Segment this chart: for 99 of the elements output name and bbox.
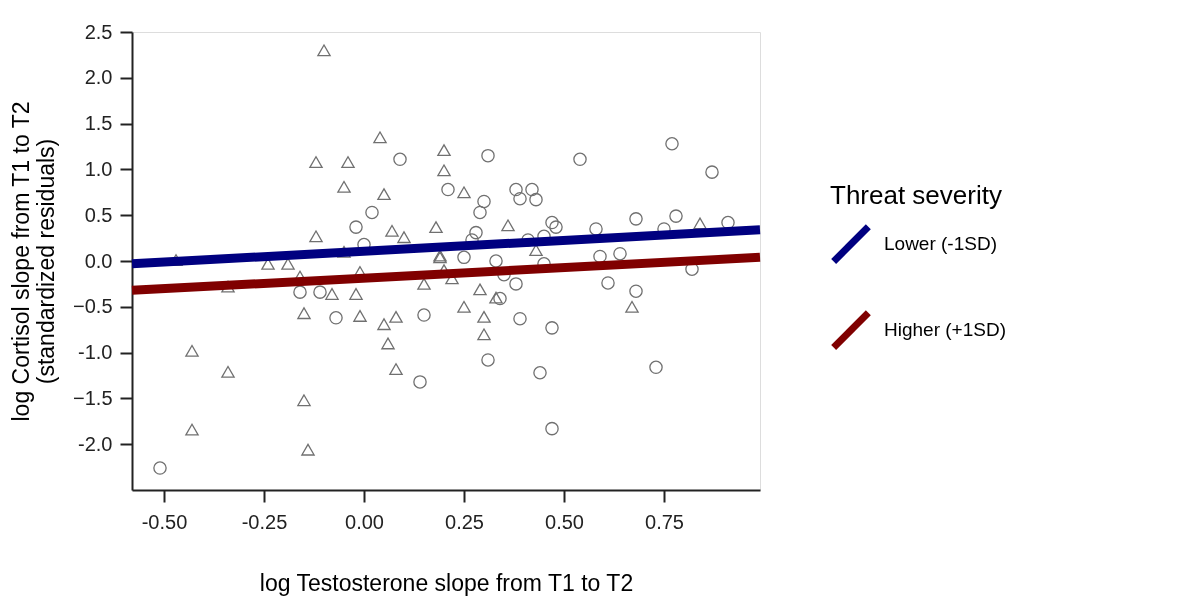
point: [437, 144, 451, 157]
point: [457, 300, 471, 313]
point: [389, 310, 403, 323]
legend-label: Lower (-1SD): [884, 233, 997, 255]
point: [309, 230, 323, 243]
point: [337, 180, 351, 193]
point: [477, 310, 491, 323]
point: [457, 250, 471, 265]
point: [629, 212, 643, 226]
point: [489, 254, 503, 268]
point: [393, 152, 407, 167]
y-tick-label: 2.5: [84, 20, 113, 43]
point: [365, 205, 379, 220]
point: [397, 231, 411, 244]
point: [185, 344, 199, 357]
y-tick-label: 2.0: [84, 66, 113, 89]
y-tick-label: 0.5: [84, 203, 113, 226]
point: [413, 375, 427, 389]
point: [329, 311, 343, 325]
point: [529, 192, 543, 207]
legend-title: Threat severity: [830, 180, 1002, 211]
point: [417, 308, 431, 322]
point: [317, 44, 331, 57]
point: [353, 310, 367, 322]
point: [573, 152, 587, 167]
y-axis-title: log Cortisol slope from T1 to T2 (standardized residuals): [8, 101, 60, 422]
point: [325, 288, 339, 300]
point: [545, 215, 559, 230]
point: [693, 217, 707, 230]
point: [377, 318, 391, 331]
point: [293, 285, 307, 299]
point: [593, 249, 607, 264]
point: [513, 311, 527, 326]
y-tick-label: 1.0: [84, 157, 113, 180]
point: [381, 337, 395, 350]
x-tick-label: -0.25: [241, 510, 288, 533]
point: [301, 443, 315, 456]
point: [477, 194, 491, 209]
x-axis-title: log Testosterone slope from T1 to T2: [259, 569, 634, 596]
point: [417, 277, 431, 290]
point: [721, 215, 735, 230]
y-tick-label: -2.0: [78, 432, 113, 455]
point: [473, 205, 487, 220]
point: [513, 191, 527, 206]
point: [377, 188, 391, 201]
point: [373, 131, 387, 144]
point: [589, 222, 603, 236]
point: [469, 225, 483, 240]
point: [629, 284, 643, 298]
point: [669, 209, 683, 223]
point: [545, 421, 559, 436]
point: [549, 220, 563, 234]
point: [349, 220, 363, 234]
point: [493, 291, 507, 306]
x-tick-label: 0.25: [445, 510, 484, 533]
point: [481, 353, 495, 367]
point: [601, 276, 615, 290]
point: [509, 277, 523, 291]
point: [613, 246, 627, 261]
point: [509, 182, 523, 197]
y-tick-label: 0.0: [84, 249, 113, 272]
point: [437, 164, 451, 177]
point: [185, 423, 199, 436]
point: [481, 148, 495, 163]
x-tick-label: -0.50: [141, 510, 188, 533]
y-tick-label: −1.5: [73, 386, 113, 409]
point: [429, 221, 443, 234]
point: [649, 360, 663, 375]
point: [385, 224, 399, 237]
point: [309, 156, 323, 169]
point: [389, 363, 403, 376]
x-tick-label: 0.50: [545, 510, 584, 533]
point: [457, 186, 471, 199]
point: [341, 156, 355, 169]
point: [665, 136, 679, 151]
point: [281, 257, 295, 270]
point: [501, 219, 515, 232]
point: [489, 291, 503, 304]
legend-label: Higher (+1SD): [884, 319, 1006, 341]
point: [525, 182, 539, 197]
point: [221, 365, 235, 378]
point: [545, 321, 559, 335]
point: [297, 307, 311, 320]
y-tick-label: −0.5: [73, 295, 113, 318]
point: [477, 328, 491, 341]
point: [297, 394, 311, 407]
x-tick-label: 0.75: [645, 510, 684, 533]
point: [529, 244, 543, 256]
y-tick-label: 1.5: [84, 112, 113, 135]
point: [533, 365, 547, 380]
point: [349, 288, 363, 300]
point: [473, 283, 487, 296]
x-tick-label: 0.00: [345, 510, 384, 533]
point: [313, 285, 327, 299]
point: [153, 461, 167, 475]
point: [705, 165, 719, 179]
y-tick-label: -1.0: [78, 341, 113, 364]
point: [441, 182, 455, 197]
point: [625, 300, 639, 313]
